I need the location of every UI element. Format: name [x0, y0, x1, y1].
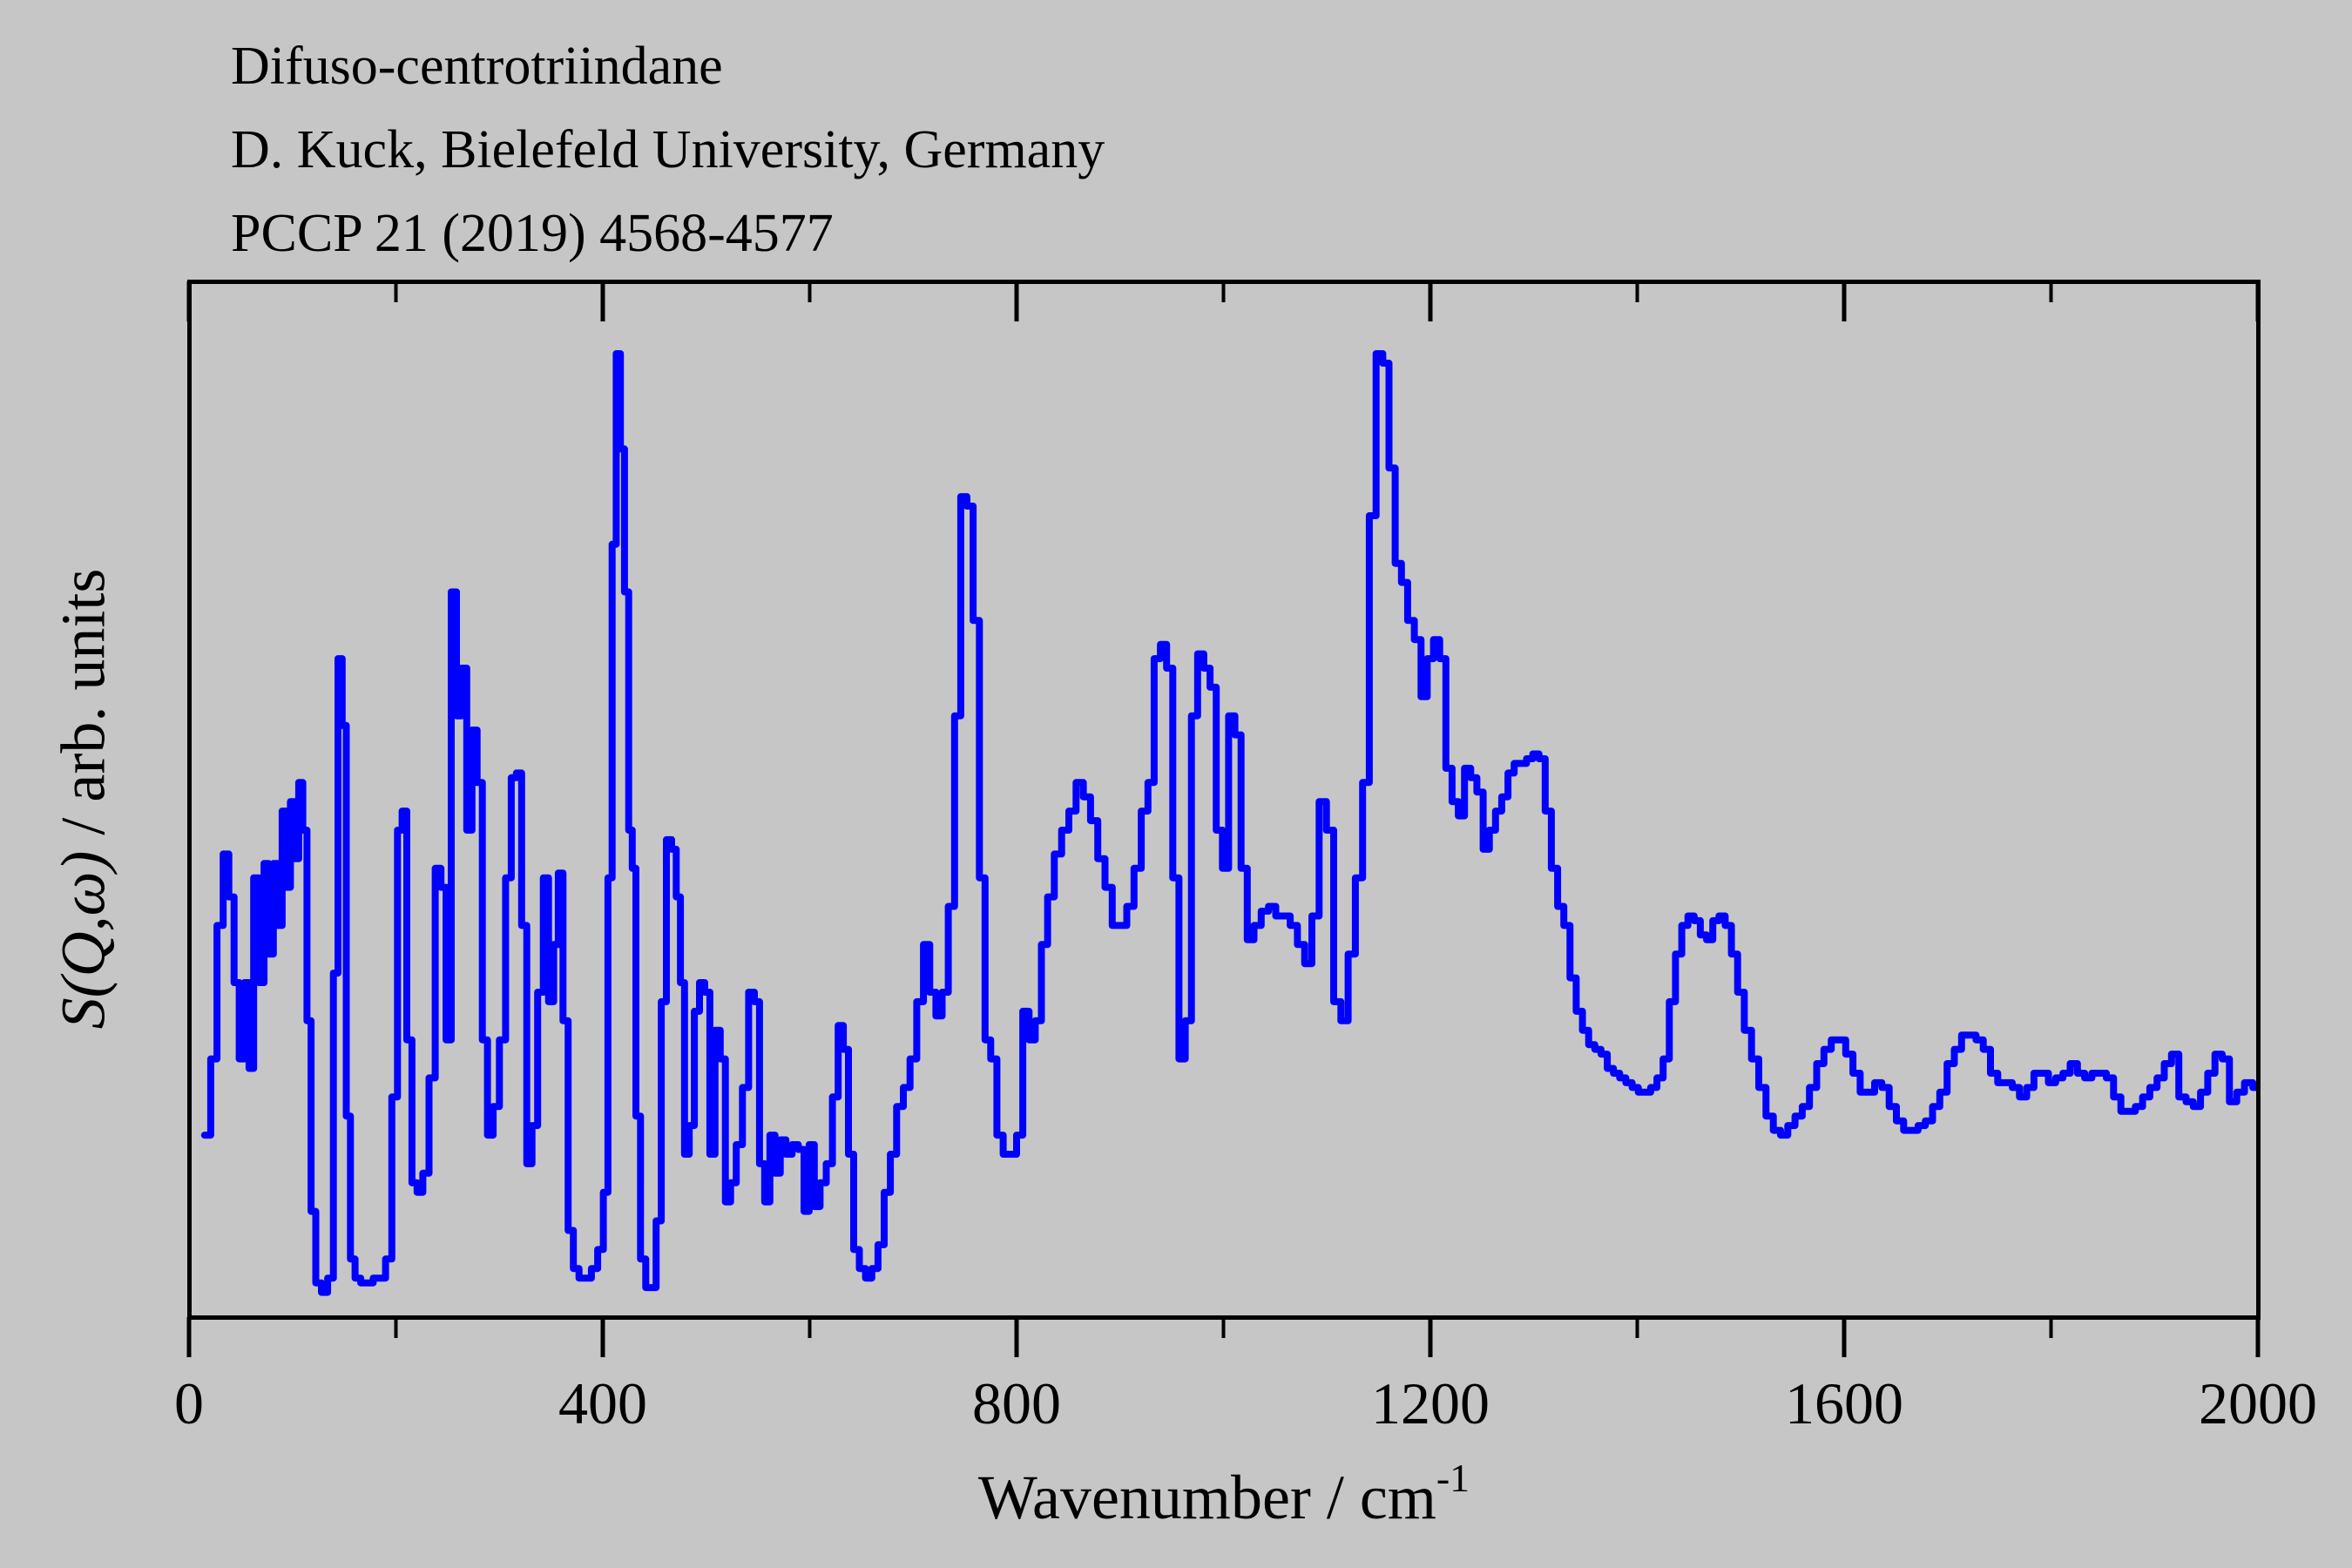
x-tick-label: 2000 — [2199, 1370, 2317, 1436]
chart-subtitle-reference: PCCP 21 (2019) 4568-4577 — [231, 204, 834, 263]
x-tick-label: 1200 — [1371, 1370, 1490, 1436]
y-axis-label: S(Q,ω) / arb. units — [48, 569, 120, 1030]
x-tick-label: 0 — [174, 1370, 204, 1436]
axis-ticks — [186, 281, 2261, 1357]
chart-title: Difuso-centrotriindane — [231, 37, 723, 96]
x-tick-label: 1600 — [1785, 1370, 1903, 1436]
title-block: Difuso-centrotriindane D. Kuck, Bielefel… — [231, 24, 1105, 275]
x-tick-label: 800 — [972, 1370, 1061, 1436]
y-axis-label-symbol: S(Q,ω) — [48, 850, 118, 1030]
x-axis-label: Wavenumber / cm-1 — [977, 1456, 1470, 1534]
spectrum-line — [200, 350, 2261, 1296]
chart-subtitle-author: D. Kuck, Bielefeld University, Germany — [231, 120, 1105, 179]
plot-frame — [187, 280, 2261, 1320]
x-tick-label: 400 — [558, 1370, 647, 1436]
x-axis-label-exponent: -1 — [1436, 1456, 1470, 1500]
x-axis-label-text: Wavenumber / cm — [977, 1463, 1436, 1532]
y-axis-label-units: / arb. units — [48, 568, 118, 851]
